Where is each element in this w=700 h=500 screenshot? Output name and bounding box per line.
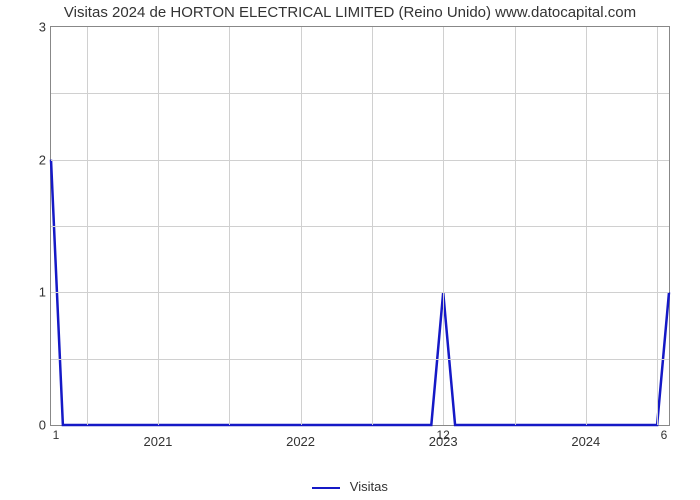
y-tick: 3 bbox=[39, 20, 46, 35]
y-tick: 0 bbox=[39, 418, 46, 433]
gridline-v bbox=[301, 27, 302, 425]
legend-swatch bbox=[312, 487, 340, 489]
chart-title: Visitas 2024 de HORTON ELECTRICAL LIMITE… bbox=[0, 4, 700, 21]
gridline-v bbox=[158, 27, 159, 425]
gridline-v bbox=[657, 27, 658, 425]
gridline-v bbox=[87, 27, 88, 425]
gridline-h bbox=[51, 160, 669, 161]
x-tick-year: 2021 bbox=[143, 434, 172, 449]
point-value-label: 6 bbox=[661, 428, 668, 442]
gridline-h-minor bbox=[51, 359, 669, 360]
plot-area bbox=[50, 26, 670, 426]
point-value-label: 12 bbox=[437, 428, 450, 442]
y-tick: 2 bbox=[39, 152, 46, 167]
x-tick-year: 2024 bbox=[571, 434, 600, 449]
y-tick: 1 bbox=[39, 285, 46, 300]
gridline-h-minor bbox=[51, 93, 669, 94]
point-value-label: 1 bbox=[53, 428, 60, 442]
gridline-v bbox=[586, 27, 587, 425]
gridline-h bbox=[51, 292, 669, 293]
gridline-v bbox=[372, 27, 373, 425]
chart-legend: Visitas bbox=[0, 479, 700, 494]
legend-label: Visitas bbox=[350, 479, 388, 494]
gridline-v bbox=[229, 27, 230, 425]
gridline-v bbox=[443, 27, 444, 425]
gridline-h-minor bbox=[51, 226, 669, 227]
gridline-v bbox=[515, 27, 516, 425]
x-tick-year: 2022 bbox=[286, 434, 315, 449]
chart-container: Visitas 2024 de HORTON ELECTRICAL LIMITE… bbox=[0, 0, 700, 500]
